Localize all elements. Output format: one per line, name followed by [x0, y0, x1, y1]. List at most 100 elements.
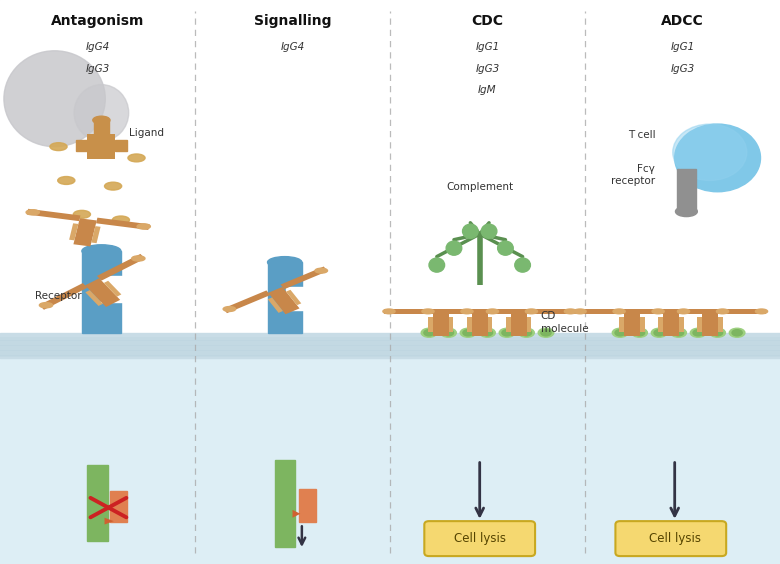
Ellipse shape [487, 309, 498, 314]
Ellipse shape [40, 303, 53, 308]
Ellipse shape [690, 328, 706, 337]
Ellipse shape [132, 256, 145, 261]
Polygon shape [223, 290, 270, 313]
Polygon shape [526, 316, 531, 332]
Ellipse shape [632, 328, 647, 337]
Ellipse shape [677, 309, 690, 314]
Ellipse shape [729, 328, 745, 337]
Polygon shape [640, 309, 689, 314]
Polygon shape [104, 281, 122, 297]
Polygon shape [268, 297, 283, 313]
Polygon shape [619, 316, 624, 332]
Polygon shape [718, 309, 767, 314]
Polygon shape [268, 287, 300, 314]
Text: Cell lysis: Cell lysis [454, 532, 505, 545]
Ellipse shape [112, 216, 129, 224]
Ellipse shape [429, 258, 445, 272]
Ellipse shape [82, 245, 121, 257]
Polygon shape [697, 316, 702, 332]
Text: Cell lysis: Cell lysis [649, 532, 700, 545]
Ellipse shape [498, 241, 513, 255]
Ellipse shape [443, 329, 453, 336]
Polygon shape [575, 309, 624, 314]
Text: IgG1: IgG1 [670, 42, 695, 52]
Text: CDC: CDC [471, 14, 504, 28]
Ellipse shape [58, 177, 75, 184]
Polygon shape [488, 316, 492, 332]
Polygon shape [488, 309, 537, 314]
Bar [299, 489, 316, 522]
Ellipse shape [612, 328, 628, 337]
Ellipse shape [672, 124, 747, 180]
Polygon shape [96, 218, 150, 230]
Ellipse shape [710, 328, 725, 337]
Text: Fcγ
receptor: Fcγ receptor [611, 164, 655, 186]
Ellipse shape [675, 124, 760, 192]
Bar [0, 333, 780, 358]
Ellipse shape [693, 329, 704, 336]
Bar [110, 491, 127, 522]
Ellipse shape [463, 224, 478, 239]
Ellipse shape [268, 257, 302, 268]
Polygon shape [40, 283, 87, 310]
Ellipse shape [671, 328, 686, 337]
Ellipse shape [755, 309, 768, 314]
Bar [677, 169, 696, 212]
Ellipse shape [732, 329, 743, 336]
Text: IgG1: IgG1 [475, 42, 500, 52]
Polygon shape [526, 309, 576, 314]
Polygon shape [614, 309, 663, 314]
Polygon shape [428, 316, 433, 332]
Ellipse shape [713, 329, 723, 336]
Ellipse shape [717, 309, 729, 314]
Ellipse shape [26, 210, 39, 215]
Polygon shape [640, 316, 644, 332]
Ellipse shape [634, 329, 645, 336]
Ellipse shape [615, 329, 626, 336]
Polygon shape [658, 316, 663, 332]
Ellipse shape [315, 268, 328, 273]
Bar [87, 134, 115, 159]
Polygon shape [292, 510, 300, 518]
Ellipse shape [652, 309, 664, 314]
Text: IgG3: IgG3 [475, 64, 500, 74]
Bar [0, 0, 780, 345]
FancyBboxPatch shape [615, 521, 726, 556]
Ellipse shape [502, 329, 512, 336]
Ellipse shape [422, 309, 434, 314]
Text: IgM: IgM [478, 85, 497, 95]
Ellipse shape [441, 328, 456, 337]
Ellipse shape [446, 241, 462, 255]
Ellipse shape [521, 329, 532, 336]
Ellipse shape [526, 309, 537, 314]
Polygon shape [467, 316, 472, 332]
Ellipse shape [482, 329, 493, 336]
Text: Receptor: Receptor [35, 291, 82, 301]
Ellipse shape [463, 329, 473, 336]
Polygon shape [433, 311, 448, 336]
Text: Antagonism: Antagonism [51, 14, 144, 28]
Ellipse shape [424, 329, 434, 336]
Ellipse shape [460, 328, 476, 337]
Polygon shape [91, 226, 101, 243]
Polygon shape [679, 309, 728, 314]
Bar [101, 276, 125, 302]
Ellipse shape [613, 309, 626, 314]
Ellipse shape [461, 309, 473, 314]
Polygon shape [69, 223, 78, 240]
Polygon shape [679, 316, 683, 332]
Ellipse shape [499, 328, 515, 337]
Ellipse shape [574, 309, 587, 314]
Ellipse shape [73, 210, 90, 218]
Polygon shape [423, 309, 472, 314]
Bar [115, 140, 127, 151]
Bar [275, 460, 295, 547]
Bar [0, 343, 780, 564]
Polygon shape [105, 518, 114, 525]
Polygon shape [85, 290, 103, 306]
Ellipse shape [565, 309, 576, 314]
Polygon shape [702, 311, 718, 336]
Polygon shape [286, 290, 301, 305]
Polygon shape [73, 218, 97, 246]
Text: Complement: Complement [446, 182, 513, 192]
